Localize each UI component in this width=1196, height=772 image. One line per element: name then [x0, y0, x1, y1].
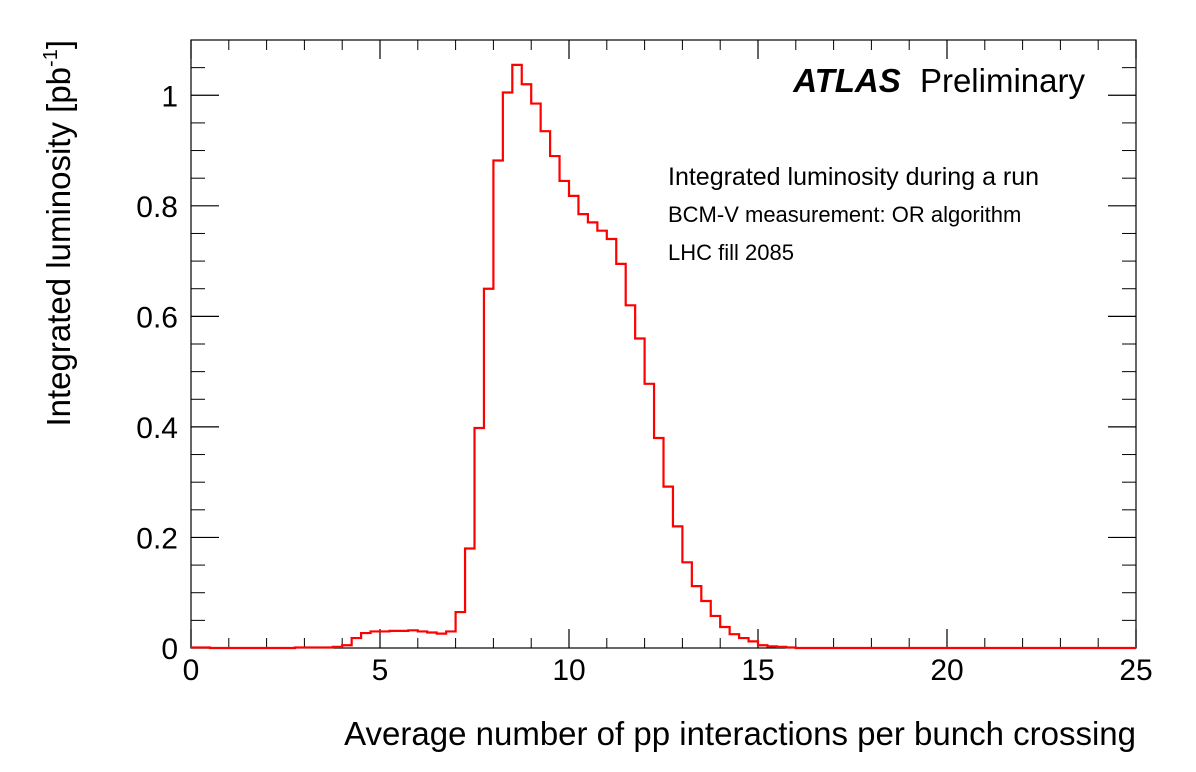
- histogram-bin: [399, 631, 408, 648]
- histogram-bin: [786, 647, 795, 648]
- x-tick-label: 0: [183, 654, 200, 687]
- histogram-bin: [692, 586, 701, 648]
- histogram-bin: [711, 616, 720, 648]
- histogram-bin: [767, 646, 776, 648]
- histogram-bin: [342, 645, 351, 648]
- histogram-bin: [673, 526, 682, 648]
- histogram-bin: [418, 631, 427, 648]
- histogram-bin: [456, 612, 465, 648]
- histogram-bin: [635, 338, 644, 648]
- histogram-bin: [427, 633, 436, 648]
- title-rest: Preliminary: [920, 62, 1086, 99]
- histogram-bin: [191, 647, 200, 648]
- x-tick-labels: 0 5 10 15 20 25: [183, 654, 1153, 687]
- histogram-bin: [578, 214, 587, 648]
- histogram-bin: [607, 239, 616, 648]
- histogram-bin: [701, 601, 710, 648]
- histogram-bin: [512, 65, 521, 648]
- chart-title: ATLAS Preliminary: [792, 62, 1085, 99]
- histogram-bin: [493, 160, 502, 648]
- histogram-bin: [616, 264, 625, 648]
- histogram-bin: [389, 631, 398, 648]
- histogram-bin: [352, 638, 361, 648]
- histogram-bin: [569, 196, 578, 648]
- histogram-bin: [654, 438, 663, 648]
- histogram-bin: [323, 647, 332, 648]
- histogram-bin: [730, 634, 739, 648]
- x-tick-label: 20: [930, 654, 963, 687]
- histogram-bin: [361, 633, 370, 648]
- histogram-bin: [626, 305, 635, 648]
- histogram-bin: [200, 647, 209, 648]
- axis-ticks: [190, 39, 1137, 649]
- histogram-bin: [777, 647, 786, 648]
- histogram-bin: [560, 181, 569, 648]
- histogram-bin: [541, 131, 550, 648]
- y-axis-title-main: Integrated luminosity [pb: [40, 67, 77, 427]
- histogram-bin: [664, 487, 673, 648]
- annotation-algorithm: BCM-V measurement: OR algorithm: [668, 202, 1021, 227]
- histogram-bin: [304, 647, 313, 648]
- histogram-bin: [550, 156, 559, 648]
- histogram-bin: [531, 104, 540, 648]
- histogram-bin: [597, 231, 606, 648]
- title-bold: ATLAS: [792, 62, 901, 99]
- histogram-bin: [503, 93, 512, 648]
- y-axis-title-end: ]: [40, 40, 77, 49]
- histogram-bin: [720, 627, 729, 648]
- y-tick-label: 0.2: [136, 522, 178, 555]
- x-tick-label: 10: [552, 654, 585, 687]
- x-tick-label: 25: [1119, 654, 1152, 687]
- y-tick-label: 0.6: [136, 301, 178, 334]
- histogram-bin: [749, 641, 758, 648]
- histogram-bin: [645, 384, 654, 648]
- histogram-bin: [408, 630, 417, 648]
- histogram-bin: [437, 634, 446, 648]
- annotation-fill: LHC fill 2085: [668, 240, 794, 265]
- histogram-bin: [588, 222, 597, 648]
- histogram-bin: [465, 549, 474, 648]
- histogram-bin: [522, 84, 531, 648]
- annotation-run: Integrated luminosity during a run: [668, 163, 1039, 191]
- histogram-bin: [371, 631, 380, 648]
- y-axis-title: Integrated luminosity [pb-1]: [40, 40, 77, 427]
- y-tick-label: 0.8: [136, 191, 178, 224]
- x-axis-title: Average number of pp interactions per bu…: [344, 715, 1136, 752]
- histogram-bin: [739, 638, 748, 648]
- histogram-bin: [333, 647, 342, 648]
- histogram-line: [191, 63, 1136, 650]
- x-tick-label: 15: [741, 654, 774, 687]
- y-tick-label: 1: [161, 80, 178, 113]
- histogram-bin: [380, 631, 389, 648]
- histogram-bin: [295, 647, 304, 648]
- x-tick-label: 5: [372, 654, 389, 687]
- histogram-bin: [446, 631, 455, 648]
- histogram-bin: [758, 645, 767, 648]
- y-tick-labels: 0 0.2 0.4 0.6 0.8 1: [136, 80, 178, 666]
- histogram-bin: [484, 289, 493, 648]
- histogram-bin: [475, 428, 484, 648]
- y-tick-label: 0: [161, 633, 178, 666]
- histogram-bin: [314, 647, 323, 648]
- histogram-bin: [682, 562, 691, 648]
- y-axis-title-sup: -1: [40, 49, 62, 67]
- y-tick-label: 0.4: [136, 412, 178, 445]
- histogram-series: [191, 63, 1136, 650]
